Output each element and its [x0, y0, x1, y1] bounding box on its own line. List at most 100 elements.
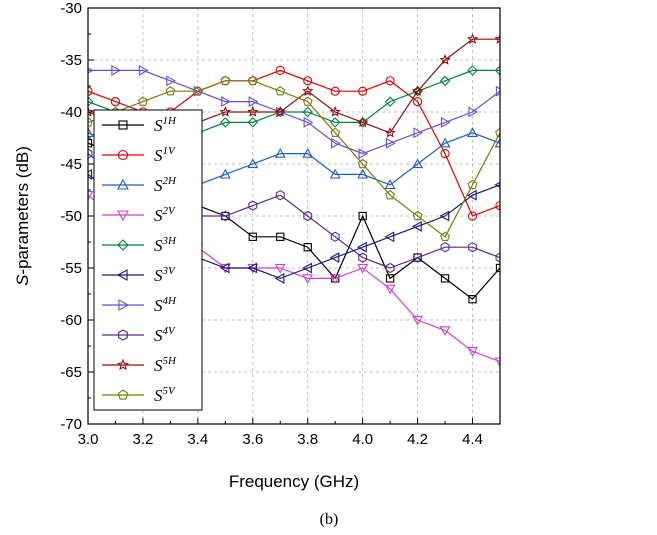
legend-label-superscript: 2V — [163, 205, 177, 217]
y-tick-label: -30 — [60, 0, 82, 17]
data-point-4h — [413, 127, 424, 139]
data-point-4h — [248, 96, 259, 108]
data-point-1v — [88, 86, 93, 96]
data-point-3h — [247, 117, 259, 128]
data-point-2h — [302, 147, 314, 158]
legend-label-superscript: 5V — [163, 385, 177, 397]
legend-marker-3h — [117, 239, 129, 251]
legend-label-base: S — [154, 146, 163, 165]
data-point-5v — [275, 86, 286, 96]
data-point-5v — [220, 75, 231, 85]
data-point-1v — [303, 76, 313, 86]
data-point-1v — [385, 76, 395, 86]
legend-label-superscript: 3V — [162, 265, 177, 277]
y-tick-label: -55 — [60, 260, 82, 277]
legend-label-2h: S2H — [154, 175, 177, 195]
data-point-4v — [220, 210, 230, 222]
data-point-4h — [385, 137, 396, 149]
data-point-1v — [330, 86, 340, 96]
data-point-1v — [275, 65, 285, 75]
data-point-2h — [357, 168, 369, 179]
data-point-5h — [384, 126, 396, 138]
legend-label-base: S — [154, 386, 163, 405]
data-point-5v — [330, 127, 341, 137]
data-point-3v — [411, 220, 422, 232]
y-tick-label: -60 — [60, 312, 82, 329]
data-point-3v — [274, 272, 285, 284]
data-point-1h — [385, 274, 395, 283]
legend-marker-5h — [116, 358, 130, 371]
data-point-5v — [302, 96, 313, 106]
x-tick-label: 3.2 — [133, 431, 154, 448]
data-point-3v — [88, 168, 93, 180]
data-point-4v — [303, 210, 313, 222]
data-point-3v — [302, 262, 312, 274]
data-point-5h — [219, 106, 231, 117]
data-point-4h — [111, 64, 122, 76]
x-tick-label: 3.4 — [187, 431, 208, 448]
data-point-2v — [384, 284, 396, 295]
data-point-1h — [303, 243, 312, 252]
legend-label-superscript: 1H — [163, 115, 178, 127]
y-tick-label: -35 — [60, 52, 82, 69]
y-tick-label: -65 — [60, 364, 82, 381]
data-point-4h — [221, 96, 231, 108]
legend-label-base: S — [154, 176, 163, 195]
x-tick-label: 4.0 — [352, 431, 373, 448]
data-point-3v — [466, 189, 477, 201]
x-tick-label: 4.4 — [462, 431, 483, 448]
data-point-3h — [467, 65, 478, 76]
y-axis-title-rest: -parameters (dB) — [13, 146, 32, 274]
legend-label-1h: S1H — [154, 115, 177, 135]
data-point-1v — [495, 201, 500, 211]
legend-marker-1v — [117, 149, 129, 161]
data-point-4v — [330, 231, 340, 242]
data-point-3h — [302, 106, 314, 118]
data-point-5v — [412, 210, 423, 221]
legend-label-4v: S4V — [154, 325, 176, 345]
data-point-1h — [468, 295, 477, 304]
data-point-5h — [247, 106, 259, 117]
data-point-5v — [495, 127, 500, 137]
data-point-2v — [329, 274, 341, 285]
data-point-3h — [494, 65, 500, 76]
data-point-3h — [439, 75, 451, 87]
data-point-2h — [412, 158, 424, 169]
y-tick-label: -40 — [60, 104, 82, 121]
series-5v — [88, 75, 500, 241]
data-point-2h — [274, 147, 286, 158]
legend-label-5h: S5H — [154, 355, 177, 375]
data-point-4h — [358, 148, 369, 160]
y-tick-label: -70 — [60, 416, 82, 433]
x-tick-label: 3.0 — [78, 431, 99, 448]
legend-label-base: S — [154, 206, 163, 225]
data-point-1h — [248, 232, 257, 241]
data-point-4h — [166, 75, 177, 87]
data-point-1v — [358, 86, 368, 96]
x-tick-label: 3.6 — [242, 431, 263, 448]
data-point-1v — [413, 96, 423, 107]
series-line-5v — [88, 80, 500, 238]
data-point-4v — [413, 252, 423, 263]
legend-label-base: S — [154, 356, 163, 375]
x-tick-label: 4.2 — [407, 431, 428, 448]
data-point-3h — [384, 96, 396, 107]
data-point-5v — [138, 96, 148, 106]
legend-label-base: S — [154, 266, 163, 285]
data-point-5v — [247, 75, 258, 85]
data-point-2v — [412, 315, 424, 326]
data-point-5h — [439, 54, 451, 65]
data-point-4v — [88, 148, 93, 159]
data-point-4v — [358, 252, 368, 263]
data-point-5h — [88, 106, 94, 117]
data-point-1h — [276, 232, 285, 241]
legend-label-base: S — [154, 236, 163, 255]
legend-label-3v: S3V — [154, 265, 176, 285]
legend-label-base: S — [154, 116, 163, 135]
data-point-2v — [439, 326, 451, 337]
data-point-4v — [275, 190, 285, 201]
data-point-2h — [467, 127, 478, 137]
legend-marker-2h — [117, 178, 129, 190]
